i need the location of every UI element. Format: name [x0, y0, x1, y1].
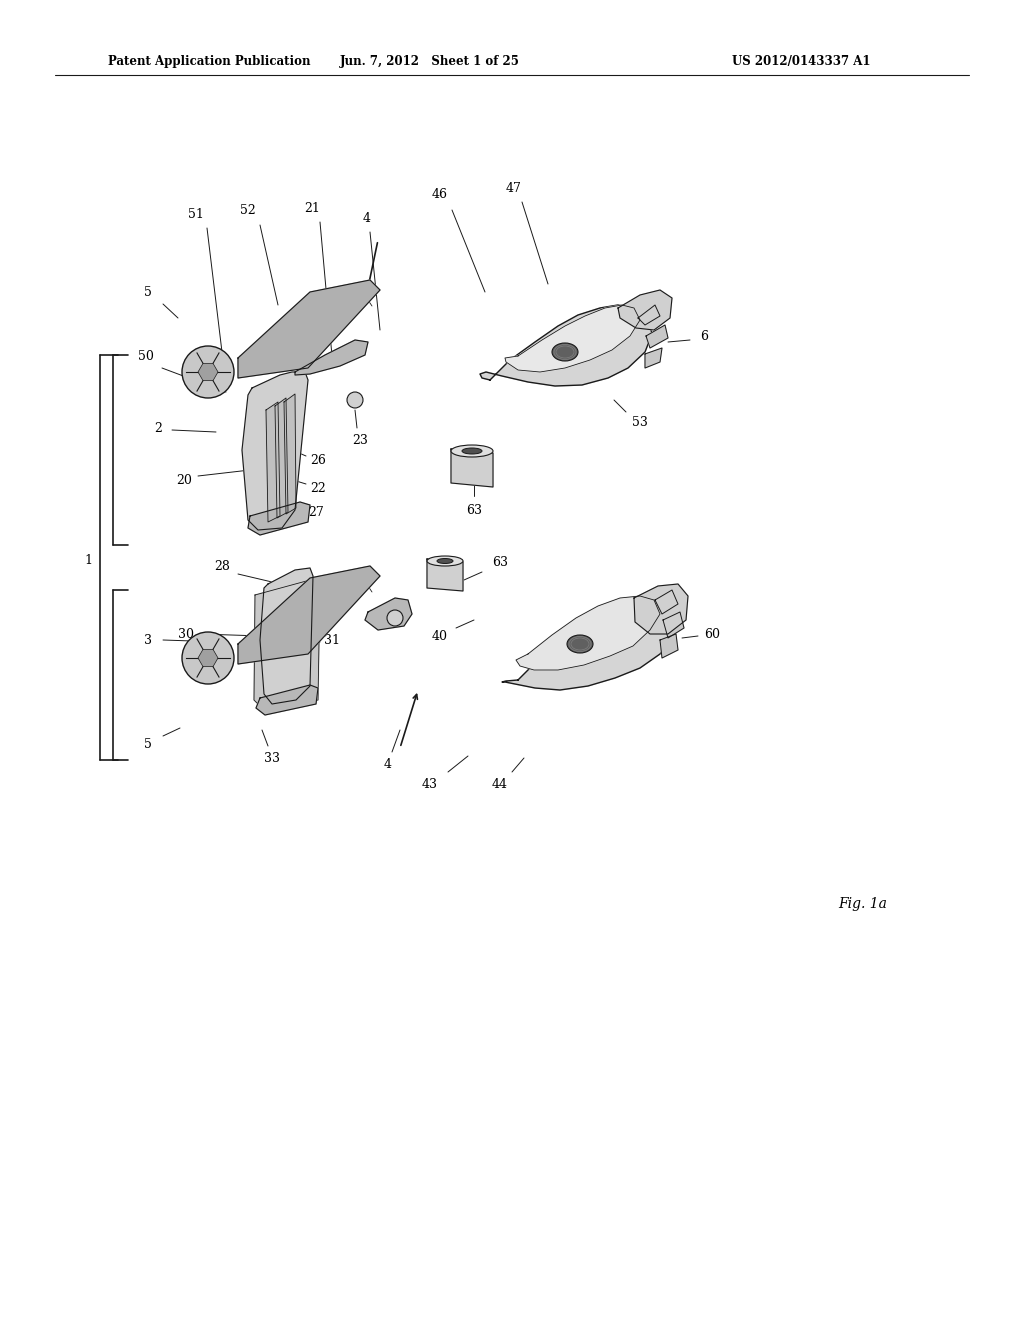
Text: 23: 23 [352, 433, 368, 446]
Text: 43: 43 [422, 777, 438, 791]
Circle shape [182, 346, 234, 399]
Text: 21: 21 [304, 202, 319, 214]
Text: Fig. 1a: Fig. 1a [838, 898, 887, 911]
Polygon shape [275, 399, 288, 517]
Polygon shape [242, 372, 308, 531]
Polygon shape [618, 290, 672, 330]
Text: 46: 46 [432, 187, 449, 201]
Text: 53: 53 [632, 416, 648, 429]
Polygon shape [198, 363, 218, 380]
Polygon shape [634, 583, 688, 634]
Text: 63: 63 [466, 503, 482, 516]
Polygon shape [655, 590, 678, 614]
Circle shape [182, 632, 234, 684]
Polygon shape [238, 566, 380, 664]
Polygon shape [505, 305, 640, 372]
Text: 28: 28 [214, 560, 230, 573]
Circle shape [347, 392, 362, 408]
Text: 6: 6 [700, 330, 708, 342]
Text: 27: 27 [308, 506, 324, 519]
Text: 26: 26 [310, 454, 326, 466]
Polygon shape [660, 634, 678, 657]
Text: 33: 33 [264, 751, 280, 764]
Text: 61: 61 [658, 590, 674, 602]
Polygon shape [248, 502, 310, 535]
Text: 37: 37 [308, 590, 324, 602]
Text: 3: 3 [144, 634, 152, 647]
Text: 47: 47 [506, 181, 522, 194]
Polygon shape [254, 579, 319, 711]
Ellipse shape [437, 558, 453, 564]
Polygon shape [638, 305, 660, 325]
Text: Patent Application Publication: Patent Application Publication [108, 55, 310, 69]
Text: 40: 40 [432, 630, 449, 643]
Text: 1: 1 [84, 553, 92, 566]
Text: 44: 44 [492, 777, 508, 791]
Ellipse shape [427, 556, 463, 566]
Text: 22: 22 [310, 482, 326, 495]
Polygon shape [260, 568, 313, 704]
Ellipse shape [451, 445, 493, 457]
Text: 50: 50 [138, 350, 154, 363]
Text: 51: 51 [188, 207, 204, 220]
Polygon shape [295, 341, 368, 375]
Text: 20: 20 [176, 474, 191, 487]
Polygon shape [516, 597, 660, 671]
Text: 4: 4 [384, 758, 392, 771]
Polygon shape [198, 649, 218, 667]
Text: 30: 30 [178, 627, 194, 640]
Text: 60: 60 [705, 627, 720, 640]
Ellipse shape [462, 447, 482, 454]
Polygon shape [645, 348, 662, 368]
Circle shape [387, 610, 403, 626]
Polygon shape [480, 305, 652, 385]
Polygon shape [451, 449, 493, 487]
Text: Jun. 7, 2012   Sheet 1 of 25: Jun. 7, 2012 Sheet 1 of 25 [340, 55, 520, 69]
Ellipse shape [552, 343, 578, 360]
Polygon shape [284, 393, 296, 513]
Polygon shape [663, 612, 684, 638]
Text: US 2012/0143337 A1: US 2012/0143337 A1 [731, 55, 870, 69]
Text: 4: 4 [362, 211, 371, 224]
Text: 5: 5 [144, 738, 152, 751]
Polygon shape [266, 403, 280, 521]
Ellipse shape [567, 635, 593, 653]
Polygon shape [256, 685, 318, 715]
Polygon shape [238, 280, 380, 378]
Polygon shape [502, 598, 678, 690]
Text: 63: 63 [492, 556, 508, 569]
Polygon shape [365, 598, 412, 630]
Polygon shape [427, 558, 463, 591]
Text: 52: 52 [240, 203, 256, 216]
Text: 5: 5 [144, 285, 152, 298]
Text: 2: 2 [154, 421, 162, 434]
Polygon shape [646, 325, 668, 348]
Text: 31: 31 [324, 634, 340, 647]
